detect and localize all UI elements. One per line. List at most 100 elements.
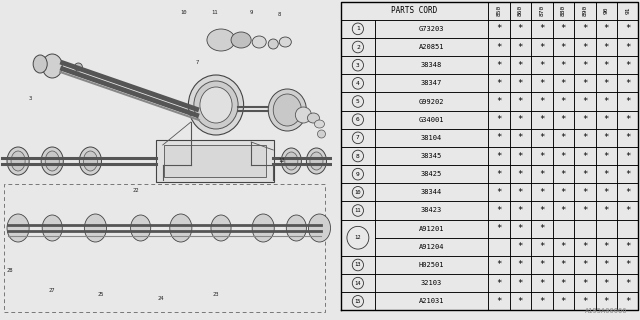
Text: *: * bbox=[604, 97, 609, 106]
Text: *: * bbox=[496, 151, 502, 161]
Text: A195A00066: A195A00066 bbox=[585, 308, 627, 314]
Text: *: * bbox=[604, 61, 609, 70]
Text: *: * bbox=[518, 188, 523, 197]
Text: 27: 27 bbox=[49, 287, 56, 292]
Ellipse shape bbox=[279, 37, 291, 47]
Text: *: * bbox=[561, 115, 566, 124]
Text: 7: 7 bbox=[195, 60, 198, 65]
Text: 2: 2 bbox=[356, 44, 360, 50]
Text: *: * bbox=[496, 43, 502, 52]
Text: *: * bbox=[625, 170, 630, 179]
Text: *: * bbox=[625, 188, 630, 197]
Text: 38344: 38344 bbox=[421, 189, 442, 195]
Text: A91201: A91201 bbox=[419, 226, 444, 232]
Text: *: * bbox=[604, 279, 609, 288]
Ellipse shape bbox=[170, 214, 192, 242]
Text: *: * bbox=[561, 79, 566, 88]
Text: 3: 3 bbox=[29, 95, 32, 100]
Text: *: * bbox=[539, 43, 545, 52]
Text: *: * bbox=[539, 224, 545, 233]
Ellipse shape bbox=[79, 147, 102, 175]
Ellipse shape bbox=[268, 89, 307, 131]
Text: *: * bbox=[561, 61, 566, 70]
Text: 4: 4 bbox=[356, 81, 360, 86]
Text: 32103: 32103 bbox=[421, 280, 442, 286]
Ellipse shape bbox=[194, 81, 238, 129]
Ellipse shape bbox=[131, 215, 150, 241]
Text: *: * bbox=[604, 242, 609, 251]
Ellipse shape bbox=[207, 29, 235, 51]
Ellipse shape bbox=[11, 151, 25, 171]
Text: *: * bbox=[496, 188, 502, 197]
Text: *: * bbox=[539, 242, 545, 251]
Text: *: * bbox=[582, 297, 588, 306]
Text: 9: 9 bbox=[250, 11, 253, 15]
Text: 3: 3 bbox=[356, 63, 360, 68]
Text: *: * bbox=[604, 170, 609, 179]
Text: *: * bbox=[539, 297, 545, 306]
Text: *: * bbox=[518, 133, 523, 142]
Text: *: * bbox=[539, 133, 545, 142]
Ellipse shape bbox=[282, 148, 301, 174]
Text: *: * bbox=[582, 97, 588, 106]
Text: *: * bbox=[518, 79, 523, 88]
Text: *: * bbox=[582, 115, 588, 124]
Text: *: * bbox=[625, 151, 630, 161]
Text: G34001: G34001 bbox=[419, 117, 444, 123]
Text: *: * bbox=[539, 260, 545, 269]
Text: *: * bbox=[604, 151, 609, 161]
Text: *: * bbox=[496, 206, 502, 215]
Text: 25: 25 bbox=[97, 292, 104, 298]
Text: 22: 22 bbox=[132, 188, 139, 193]
Text: *: * bbox=[625, 133, 630, 142]
Text: *: * bbox=[625, 279, 630, 288]
Ellipse shape bbox=[83, 151, 97, 171]
Ellipse shape bbox=[7, 147, 29, 175]
Text: *: * bbox=[604, 297, 609, 306]
Bar bbox=[4, 184, 326, 312]
Text: *: * bbox=[518, 43, 523, 52]
Text: 8: 8 bbox=[356, 154, 360, 158]
Text: *: * bbox=[604, 115, 609, 124]
Text: *: * bbox=[518, 206, 523, 215]
Text: *: * bbox=[625, 43, 630, 52]
Text: *: * bbox=[539, 79, 545, 88]
Text: 38425: 38425 bbox=[421, 171, 442, 177]
Text: *: * bbox=[582, 24, 588, 33]
Text: *: * bbox=[604, 206, 609, 215]
Text: *: * bbox=[539, 170, 545, 179]
Ellipse shape bbox=[74, 63, 83, 71]
Text: *: * bbox=[561, 133, 566, 142]
Text: 880: 880 bbox=[561, 5, 566, 16]
Text: 14: 14 bbox=[355, 281, 361, 286]
Text: 24: 24 bbox=[157, 295, 164, 300]
Text: *: * bbox=[518, 279, 523, 288]
Ellipse shape bbox=[211, 215, 231, 241]
Text: *: * bbox=[518, 224, 523, 233]
Text: *: * bbox=[604, 260, 609, 269]
Ellipse shape bbox=[285, 152, 298, 170]
Text: G73203: G73203 bbox=[419, 26, 444, 32]
Ellipse shape bbox=[252, 214, 275, 242]
Text: 890: 890 bbox=[582, 5, 588, 16]
Text: *: * bbox=[582, 242, 588, 251]
Ellipse shape bbox=[45, 151, 60, 171]
Text: *: * bbox=[561, 242, 566, 251]
Text: *: * bbox=[625, 242, 630, 251]
Text: *: * bbox=[561, 260, 566, 269]
Text: *: * bbox=[561, 297, 566, 306]
Ellipse shape bbox=[33, 55, 47, 73]
Text: 10: 10 bbox=[180, 11, 187, 15]
Text: *: * bbox=[604, 188, 609, 197]
Text: *: * bbox=[625, 297, 630, 306]
Text: *: * bbox=[496, 224, 502, 233]
Text: PARTS CORD: PARTS CORD bbox=[391, 6, 438, 15]
Text: *: * bbox=[496, 297, 502, 306]
Text: 38423: 38423 bbox=[421, 207, 442, 213]
Text: *: * bbox=[582, 188, 588, 197]
Text: 38348: 38348 bbox=[421, 62, 442, 68]
Ellipse shape bbox=[286, 215, 307, 241]
Text: 12: 12 bbox=[278, 157, 285, 163]
Text: 91: 91 bbox=[625, 7, 630, 14]
Text: 15: 15 bbox=[355, 299, 361, 304]
